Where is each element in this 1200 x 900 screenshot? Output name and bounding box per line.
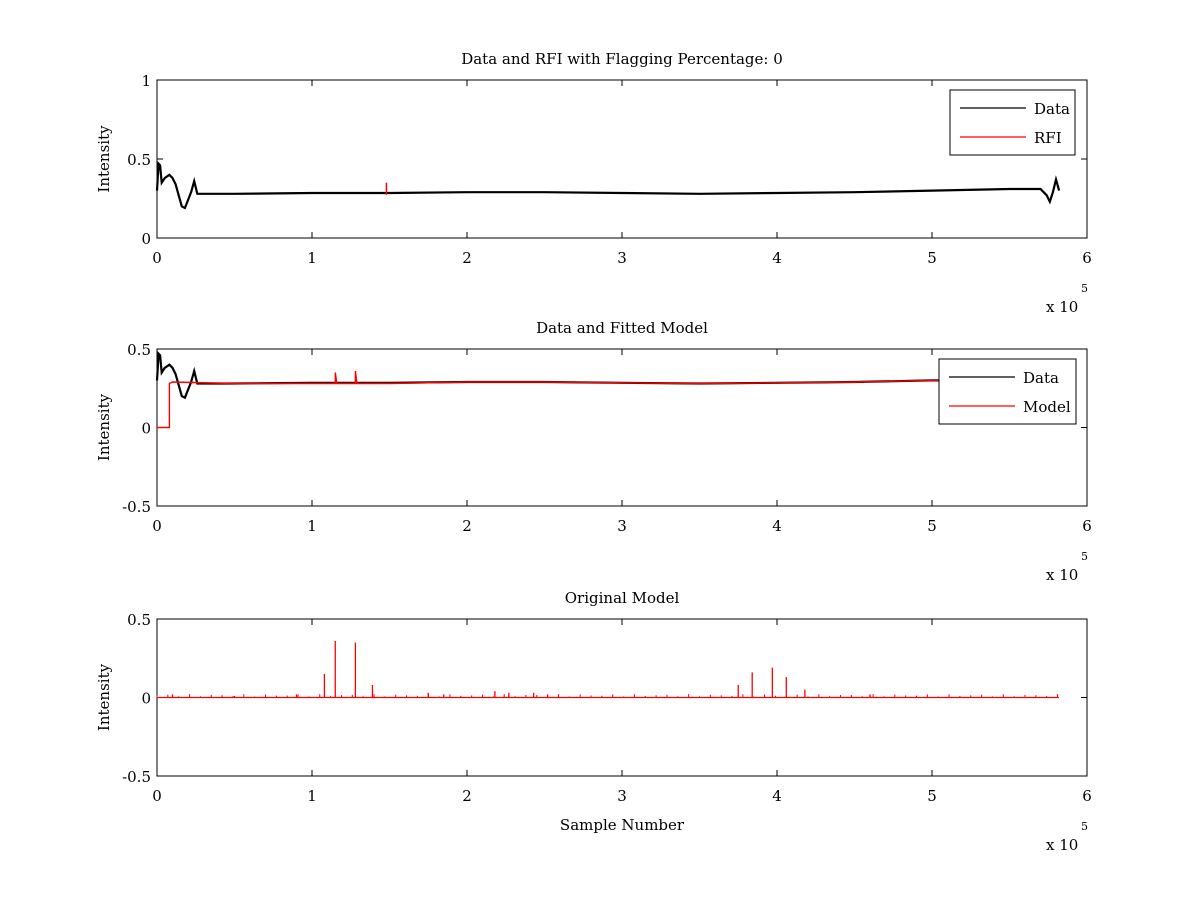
- x-axis-label-3: Sample Number: [560, 816, 685, 834]
- x-tick-label: 2: [462, 787, 472, 805]
- legend-label: Data: [1023, 369, 1059, 387]
- x-tick-label: 2: [462, 249, 472, 267]
- x-tick-label: 0: [152, 787, 162, 805]
- x-exponent-label-2: x 10: [1046, 566, 1078, 584]
- x-tick-label: 5: [927, 249, 937, 267]
- x-tick-label: 0: [152, 517, 162, 535]
- legend-label: RFI: [1034, 129, 1062, 147]
- x-tick-label: 6: [1082, 517, 1092, 535]
- x-tick-label: 0: [152, 249, 162, 267]
- x-tick-label: 4: [772, 517, 782, 535]
- x-tick-label: 5: [927, 517, 937, 535]
- series-data-line: [155, 161, 1061, 210]
- chart-title-3: Original Model: [565, 589, 680, 607]
- x-tick-label: 6: [1082, 249, 1092, 267]
- x-tick-label: 3: [617, 787, 627, 805]
- x-exponent-label-3: x 10: [1046, 836, 1078, 854]
- x-tick-label: 4: [772, 787, 782, 805]
- y-tick-label: 0.5: [127, 341, 151, 359]
- y-tick-label: 0.5: [127, 611, 151, 629]
- y-axis-label-1: Intensity: [95, 125, 113, 193]
- x-tick-label: 2: [462, 517, 472, 535]
- axes-frame-1: [156, 79, 1088, 239]
- x-tick-label: 6: [1082, 787, 1092, 805]
- y-tick-label: 0: [141, 690, 151, 708]
- y-tick-label: -0.5: [122, 498, 151, 516]
- chart-title-1: Data and RFI with Flagging Percentage: 0: [461, 50, 783, 68]
- x-tick-label: 4: [772, 249, 782, 267]
- x-tick-label: 1: [307, 249, 317, 267]
- series-data-line: [155, 351, 940, 400]
- legend-box-1: [949, 89, 1076, 156]
- x-exponent-value-1: 5: [1081, 282, 1088, 295]
- legend-label: Data: [1034, 100, 1070, 118]
- y-tick-label: 0: [141, 420, 151, 438]
- x-tick-label: 1: [307, 517, 317, 535]
- x-tick-label: 5: [927, 787, 937, 805]
- x-exponent-label-1: x 10: [1046, 298, 1078, 316]
- x-tick-label: 1: [307, 787, 317, 805]
- series-model-line: [157, 370, 940, 429]
- y-tick-label: -0.5: [122, 768, 151, 786]
- y-axis-label-2: Intensity: [95, 393, 113, 461]
- legend-label: Model: [1023, 398, 1071, 416]
- y-tick-label: 1: [141, 72, 151, 90]
- chart-title-2: Data and Fitted Model: [536, 319, 708, 337]
- x-exponent-value-3: 5: [1081, 820, 1088, 833]
- x-tick-label: 3: [617, 517, 627, 535]
- y-tick-label: 0.5: [127, 151, 151, 169]
- x-tick-label: 3: [617, 249, 627, 267]
- x-exponent-value-2: 5: [1081, 550, 1088, 563]
- y-tick-label: 0: [141, 230, 151, 248]
- y-axis-label-3: Intensity: [95, 663, 113, 731]
- legend-box-2: [938, 358, 1077, 425]
